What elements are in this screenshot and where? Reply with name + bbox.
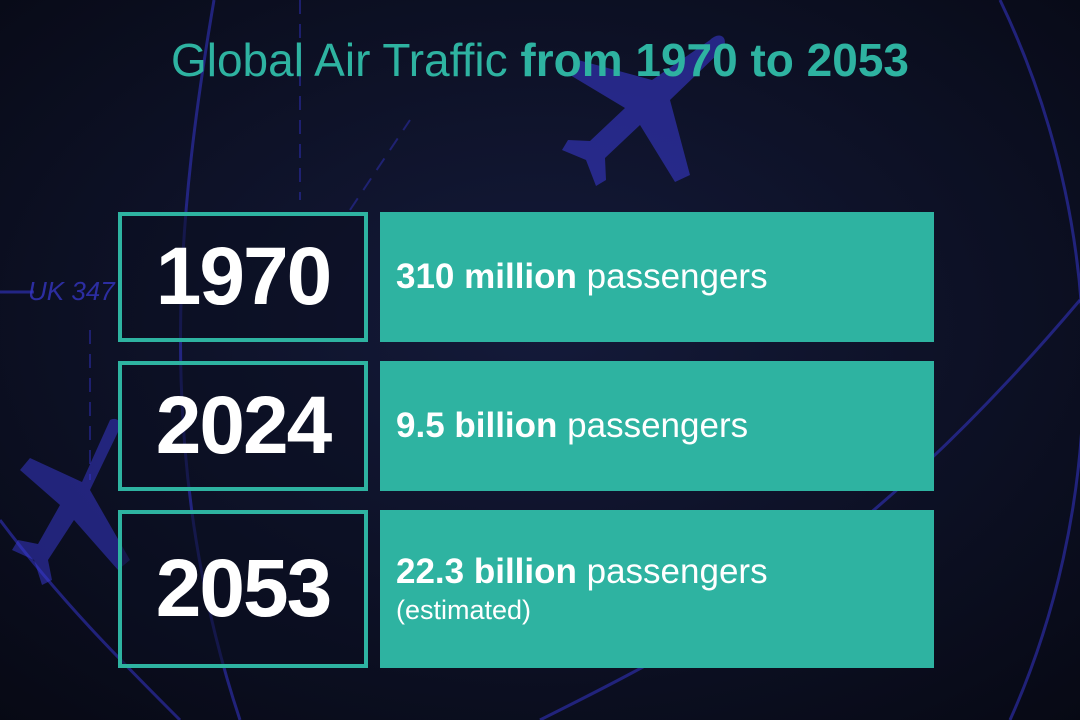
passenger-unit: passengers: [586, 552, 768, 591]
passenger-line: 22.3 billion passengers: [396, 551, 934, 593]
passenger-line: 310 million passengers: [396, 256, 934, 298]
stat-row-2053: 2053 22.3 billion passengers (estimated): [118, 510, 934, 668]
year-label: 2024: [155, 380, 332, 471]
stat-row-2024: 2024 9.5 billion passengers: [118, 361, 934, 491]
title-light: Global Air Traffic: [170, 34, 508, 86]
passenger-amount: 310 million: [396, 257, 577, 296]
title-bold: from 1970 to 2053: [520, 34, 910, 86]
year-label: 2053: [155, 543, 332, 634]
passenger-line: 9.5 billion passengers: [396, 405, 934, 447]
info-box: 22.3 billion passengers (estimated): [380, 510, 934, 668]
passenger-unit: passengers: [586, 257, 768, 296]
passenger-unit: passengers: [567, 406, 749, 445]
page-title: Global Air Traffic from 1970 to 2053: [0, 30, 1080, 90]
passenger-amount: 22.3 billion: [396, 552, 577, 591]
stat-row-1970: 1970 310 million passengers: [118, 212, 934, 342]
flight-label: UK 347: [28, 276, 115, 306]
estimate-note: (estimated): [396, 595, 532, 625]
airplane-icon: [562, 35, 725, 187]
passenger-amount: 9.5 billion: [396, 406, 558, 445]
info-box: 310 million passengers: [380, 212, 934, 342]
info-box: 9.5 billion passengers: [380, 361, 934, 491]
year-box: 2024: [118, 361, 368, 491]
year-box: 2053: [118, 510, 368, 668]
year-box: 1970: [118, 212, 368, 342]
airplane-icon: [12, 418, 130, 585]
year-label: 1970: [155, 231, 332, 322]
